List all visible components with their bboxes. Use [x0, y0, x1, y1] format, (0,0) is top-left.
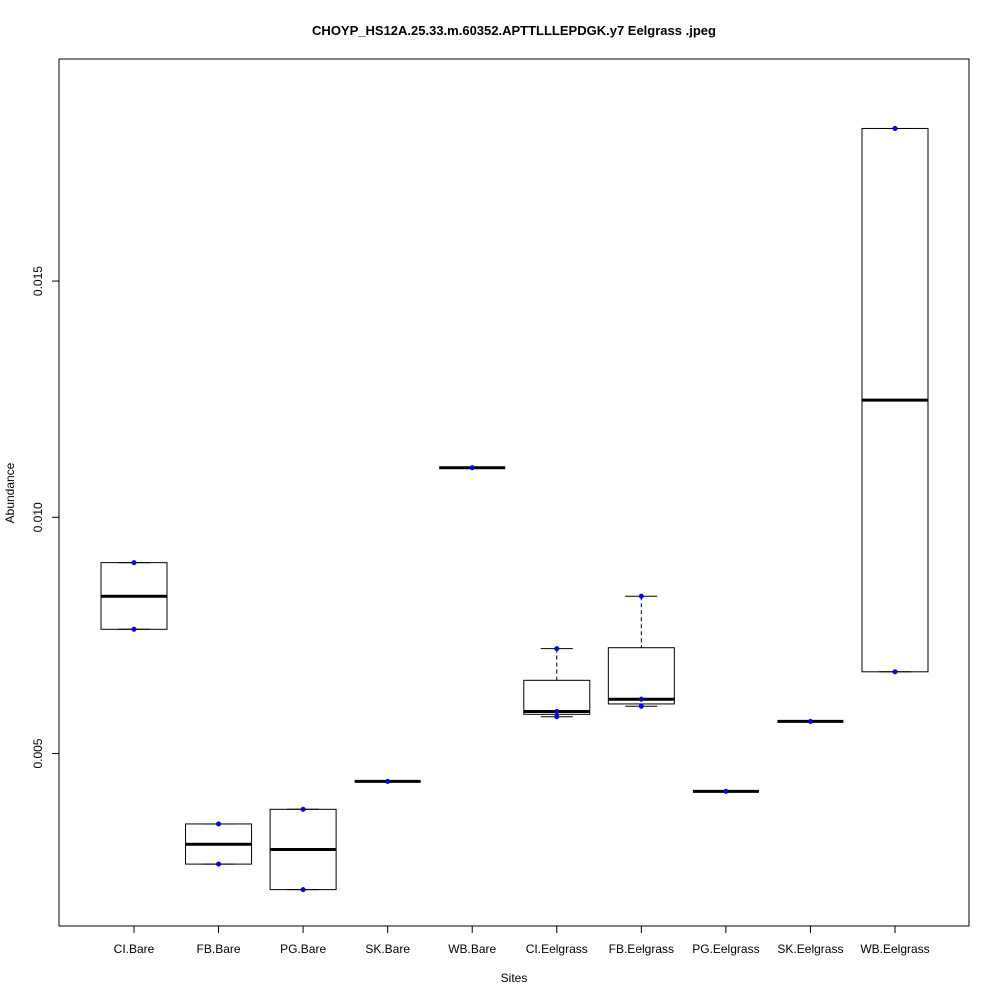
data-point	[300, 806, 306, 812]
box-FB.Eelgrass	[607, 593, 675, 709]
data-point	[638, 703, 644, 709]
data-point	[554, 714, 560, 720]
data-point	[131, 560, 137, 566]
data-point	[638, 696, 644, 702]
data-point	[892, 669, 898, 675]
x-tick-label: SK.Bare	[365, 942, 410, 956]
plot-frame	[58, 58, 970, 927]
x-tick-label: WB.Bare	[448, 942, 496, 956]
x-tick-label: WB.Eelgrass	[860, 942, 929, 956]
data-point	[300, 887, 306, 893]
iqr-box	[607, 647, 675, 705]
data-point	[554, 646, 560, 652]
x-tick-label: PG.Bare	[280, 942, 326, 956]
data-point	[638, 593, 644, 599]
boxes-group	[100, 125, 929, 893]
x-tick-label: FB.Eelgrass	[609, 942, 674, 956]
x-tick-label: SK.Eelgrass	[777, 942, 843, 956]
box-PG.Bare	[269, 806, 337, 893]
y-axis-label: Abundance	[3, 462, 17, 523]
data-point	[723, 788, 729, 794]
box-CI.Bare	[100, 560, 168, 632]
box-CI.Eelgrass	[523, 646, 591, 720]
box-FB.Bare	[185, 821, 253, 867]
y-tick-label: 0.015	[31, 266, 45, 296]
x-tick-label: CI.Bare	[114, 942, 155, 956]
data-point	[216, 861, 222, 867]
box-PG.Eelgrass	[692, 788, 759, 794]
data-point	[216, 821, 222, 827]
x-tick-label: FB.Bare	[197, 942, 241, 956]
data-point	[554, 708, 560, 715]
x-tick-label: CI.Eelgrass	[526, 942, 588, 956]
data-point	[469, 465, 475, 471]
x-axis-label: Sites	[501, 971, 528, 985]
data-point	[385, 778, 391, 784]
y-tick-label: 0.005	[31, 738, 45, 768]
data-point	[131, 626, 137, 632]
data-point	[892, 125, 898, 132]
x-axis: CI.Bare FB.Bare PG.Bare SK.Bare WB.Bare CI.Ee…	[114, 925, 930, 956]
box-WB.Eelgrass	[861, 125, 929, 675]
box-SK.Eelgrass	[777, 718, 844, 724]
box-WB.Bare	[439, 465, 506, 471]
y-tick-label: 0.010	[31, 502, 45, 532]
box-SK.Bare	[354, 778, 421, 784]
data-point	[807, 718, 813, 724]
chart-title: CHOYP_HS12A.25.33.m.60352.APTTLLLEPDGK.y…	[312, 23, 716, 38]
x-tick-label: PG.Eelgrass	[692, 942, 759, 956]
y-axis: 0.005 0.010 0.015	[31, 266, 60, 769]
